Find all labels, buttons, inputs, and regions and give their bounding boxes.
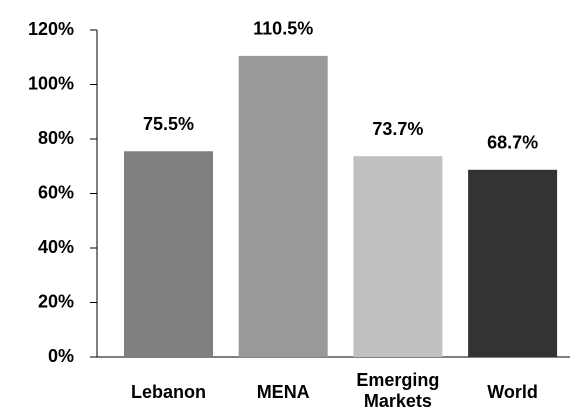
y-tick-label: 40% [38,237,74,257]
value-label: 68.7% [487,133,538,153]
y-tick-label: 120% [28,19,74,39]
y-tick-label: 0% [48,346,74,366]
bar [124,151,213,357]
value-label: 73.7% [372,119,423,139]
y-tick-label: 60% [38,182,74,202]
y-tick-label: 20% [38,291,74,311]
bar [468,169,558,357]
y-tick-label: 80% [38,128,74,148]
x-tick-label: Lebanon [131,382,206,402]
value-label: 75.5% [143,114,194,134]
y-tick-label: 100% [28,73,74,93]
bar [238,55,328,357]
x-tick-label: World [487,382,538,402]
x-tick-label: MENA [256,382,310,402]
bar [353,156,443,357]
value-label: 110.5% [253,19,313,39]
x-tick-label: Emerging Markets [356,370,440,411]
